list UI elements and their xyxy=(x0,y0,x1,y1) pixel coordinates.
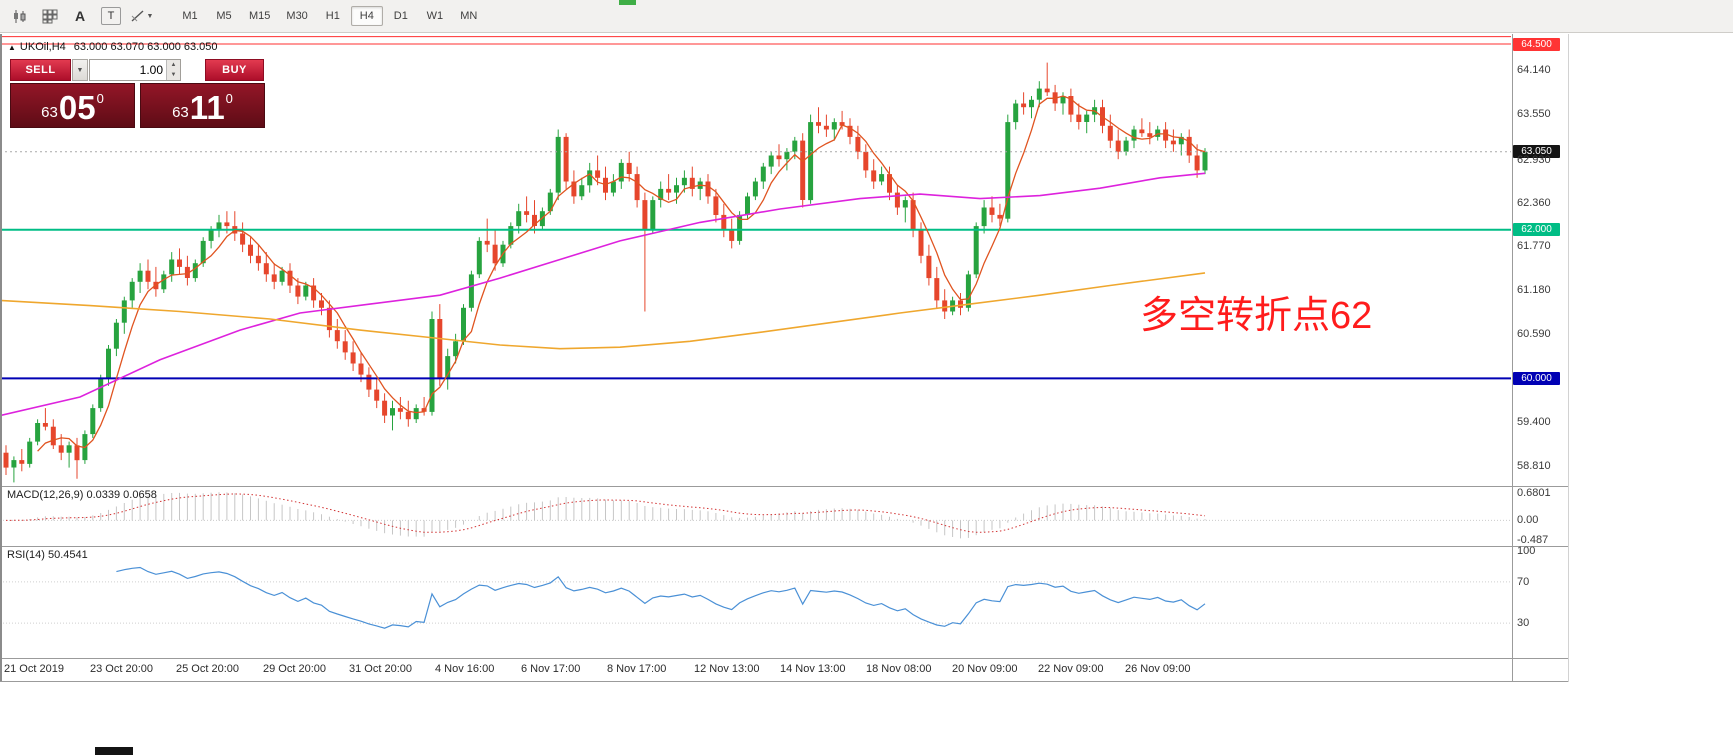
price-axis-label: 64.140 xyxy=(1517,64,1551,76)
timeframe-mn[interactable]: MN xyxy=(460,10,478,22)
toolbar: A T ▼ M1 M5 M15 M30 H1 H4 D1 W1 MN xyxy=(0,0,1733,33)
volume-decrease-icon[interactable]: ▼ xyxy=(166,70,180,80)
time-axis[interactable]: 21 Oct 2019 23 Oct 20:00 25 Oct 20:00 29 Oc… xyxy=(0,659,1511,681)
volume-dropdown-button[interactable]: ▼ xyxy=(72,59,88,81)
macd-axis-label: 0.00 xyxy=(1517,514,1539,526)
sell-price-prefix: 63 xyxy=(41,104,58,121)
rsi-axis-label: 100 xyxy=(1517,545,1536,557)
time-axis-label: 8 Nov 17:00 xyxy=(607,663,667,675)
label-tool-icon[interactable]: T xyxy=(101,7,121,25)
buy-price-prefix: 63 xyxy=(172,104,189,121)
price-level-badge: 60.000 xyxy=(1513,372,1560,385)
volume-increase-icon[interactable]: ▲ xyxy=(166,60,180,70)
macd-panel[interactable] xyxy=(0,487,1511,546)
time-axis-label: 18 Nov 08:00 xyxy=(866,663,932,675)
time-axis-label: 14 Nov 13:00 xyxy=(780,663,846,675)
symbol-timeframe: UKOil,H4 xyxy=(19,41,66,53)
candlestick-chart-icon[interactable] xyxy=(6,3,34,29)
price-axis-label: 60.590 xyxy=(1517,328,1551,340)
indicator-grid-icon[interactable] xyxy=(36,3,64,29)
price-level-badge: 64.500 xyxy=(1513,38,1560,51)
time-axis-label: 21 Oct 2019 xyxy=(4,663,64,675)
sell-button[interactable]: SELL xyxy=(10,59,71,81)
time-axis-label: 25 Oct 20:00 xyxy=(176,663,239,675)
buy-price-sup: 0 xyxy=(225,91,233,106)
price-axis-label: 58.810 xyxy=(1517,460,1551,472)
trendline-tool-icon[interactable]: ▼ xyxy=(128,3,156,29)
sell-price-panel[interactable]: 63 05 0 xyxy=(10,83,135,128)
rsi-axis-label: 30 xyxy=(1517,617,1530,629)
time-axis-label: 20 Nov 09:00 xyxy=(952,663,1018,675)
timeframe-d1[interactable]: D1 xyxy=(393,10,408,22)
time-axis-label: 6 Nov 17:00 xyxy=(521,663,581,675)
price-axis-label: 61.770 xyxy=(1517,240,1551,252)
timeframe-m5[interactable]: M5 xyxy=(216,10,232,22)
macd-axis-label: 0.6801 xyxy=(1517,487,1551,499)
ohlc-values: 63.000 63.070 63.000 63.050 xyxy=(73,41,218,53)
window-left-edge xyxy=(0,34,2,681)
time-axis-label: 12 Nov 13:00 xyxy=(694,663,760,675)
volume-spinner: ▲ ▼ xyxy=(166,60,180,80)
time-axis-label: 23 Oct 20:00 xyxy=(90,663,153,675)
price-axis-label: 62.930 xyxy=(1517,154,1551,166)
chart-title: ▲ UKOil,H4 63.000 63.070 63.000 63.050 xyxy=(8,41,218,53)
bottom-edge-artifact xyxy=(95,747,133,755)
macd-axis-label: -0.487 xyxy=(1517,534,1549,546)
time-axis-label: 31 Oct 20:00 xyxy=(349,663,412,675)
rsi-label: RSI(14) 50.4541 xyxy=(7,549,88,561)
buy-price-panel[interactable]: 63 11 0 xyxy=(140,83,265,128)
panel-separator[interactable] xyxy=(0,546,1569,547)
buy-price-big: 11 xyxy=(189,89,225,126)
timeframe-h4[interactable]: H4 xyxy=(350,6,383,26)
timeframe-m30[interactable]: M30 xyxy=(286,10,308,22)
text-tool-icon[interactable]: A xyxy=(74,8,86,24)
price-axis-label: 63.550 xyxy=(1517,108,1551,120)
sell-price-big: 05 xyxy=(58,89,96,126)
macd-label: MACD(12,26,9) 0.0339 0.0658 xyxy=(7,489,157,501)
timeframe-h1[interactable]: H1 xyxy=(325,10,340,22)
timeframe-m1[interactable]: M1 xyxy=(182,10,198,22)
rsi-panel[interactable] xyxy=(0,547,1511,658)
panel-separator[interactable] xyxy=(0,486,1569,487)
price-level-badge: 63.050 xyxy=(1513,145,1560,158)
timeframe-m15[interactable]: M15 xyxy=(249,10,271,22)
buy-button[interactable]: BUY xyxy=(205,59,264,81)
collapse-arrow-icon[interactable]: ▲ xyxy=(8,43,16,52)
sell-price-sup: 0 xyxy=(96,91,104,106)
timeframe-w1[interactable]: W1 xyxy=(426,10,444,22)
volume-field: ▲ ▼ xyxy=(89,59,181,81)
panel-separator xyxy=(0,681,1569,682)
axis-separator xyxy=(1512,34,1513,682)
price-axis-label: 62.360 xyxy=(1517,197,1551,209)
main-chart[interactable] xyxy=(0,34,1511,486)
time-axis-label: 26 Nov 09:00 xyxy=(1125,663,1191,675)
price-axis-label: 61.180 xyxy=(1517,284,1551,296)
time-axis-label: 4 Nov 16:00 xyxy=(435,663,495,675)
dropdown-arrow-icon: ▼ xyxy=(146,12,154,20)
panel-separator[interactable] xyxy=(0,658,1569,659)
price-level-badge: 62.000 xyxy=(1513,223,1560,236)
time-axis-label: 22 Nov 09:00 xyxy=(1038,663,1104,675)
rsi-axis-label: 70 xyxy=(1517,576,1530,588)
time-axis-label: 29 Oct 20:00 xyxy=(263,663,326,675)
timeframe-buttons: M1 M5 M15 M30 H1 H4 D1 W1 MN xyxy=(174,6,485,26)
clipped-green-artifact xyxy=(619,0,636,5)
volume-input[interactable] xyxy=(89,59,181,81)
axis-right-edge xyxy=(1568,34,1569,682)
chart-annotation: 多空转折点62 xyxy=(1140,295,1373,337)
price-axis-label: 59.400 xyxy=(1517,416,1551,428)
